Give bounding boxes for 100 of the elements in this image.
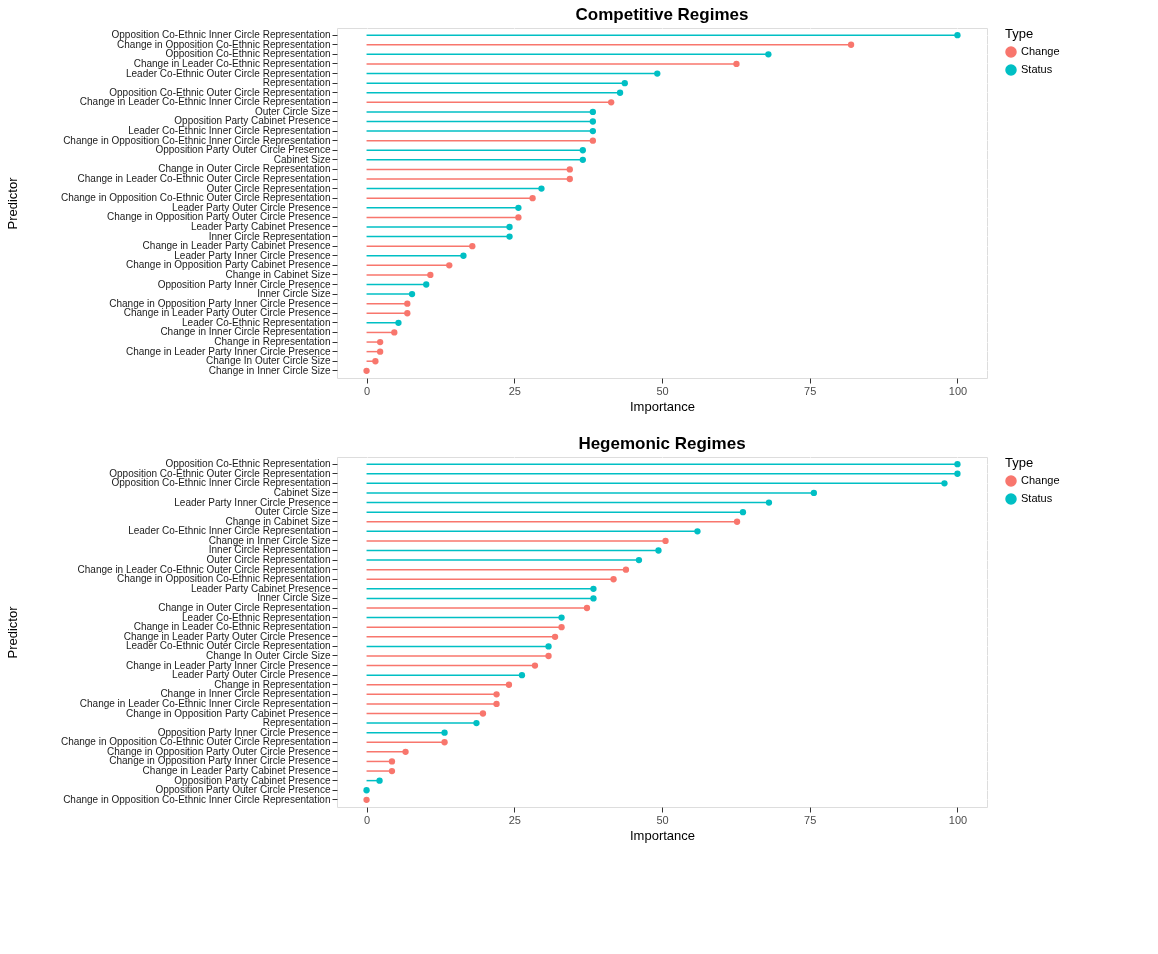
y-tick-label: Cabinet Size <box>273 153 331 165</box>
y-tick-label: Opposition Co-Ethnic Representation <box>165 48 331 60</box>
y-tick-label: Opposition Party Outer Circle Presence <box>155 144 331 156</box>
y-tick-label: Cabinet Size <box>273 486 331 498</box>
y-tick-label: Inner Circle Representation <box>208 544 331 556</box>
x-axis-title: Importance <box>629 827 696 843</box>
y-tick-label: Outer Circle Size <box>254 506 331 518</box>
y-tick-label: Outer Circle Representation <box>206 554 331 566</box>
y-tick-label: Change in Outer Circle Representation <box>158 602 331 614</box>
y-tick-label: Change In Outer Circle Size <box>205 355 331 367</box>
y-tick-label: Change in Inner Circle Representation <box>160 326 331 338</box>
point <box>545 643 552 650</box>
point <box>376 348 384 355</box>
y-tick-label: Opposition Party Inner Circle Presence <box>157 726 331 738</box>
chart-title: Competitive Regimes <box>575 5 749 24</box>
y-tick-label: Representation <box>262 77 331 89</box>
x-tick-label: 75 <box>804 384 817 397</box>
x-tick-label: 50 <box>656 813 669 826</box>
y-tick-label: Opposition Co-Ethnic Inner Circle Representation <box>111 29 331 41</box>
y-tick-label: Representation <box>262 717 331 729</box>
y-tick-label: Leader Party Inner Circle Presence <box>174 496 331 508</box>
legend-title: Type <box>1005 455 1034 470</box>
y-tick-label: Leader Party Outer Circle Presence <box>172 201 331 213</box>
point <box>376 777 383 784</box>
x-tick-label: 0 <box>363 813 371 826</box>
y-tick-label: Opposition Party Outer Circle Presence <box>155 784 331 796</box>
y-tick-label: Leader Party Outer Circle Presence <box>172 669 331 681</box>
point <box>538 185 545 192</box>
legend-title: Type <box>1005 26 1034 41</box>
y-tick-label: Change in Outer Circle Representation <box>158 163 331 175</box>
y-tick-label: Opposition Co-Ethnic Outer Circle Representation <box>109 86 331 98</box>
point <box>589 137 597 144</box>
point <box>654 70 661 77</box>
y-tick-label: Change in Leader Co-Ethnic Representation <box>133 621 331 633</box>
chart-title: Hegemonic Regimes <box>578 434 746 453</box>
x-tick-label: 25 <box>508 384 521 397</box>
point <box>493 691 500 698</box>
x-tick-label: 75 <box>804 813 817 826</box>
y-tick-label: Change in Opposition Co-Ethnic Outer Circle Representation <box>60 192 331 204</box>
point <box>610 576 617 583</box>
y-tick-label: Leader Co-Ethnic Inner Circle Representation <box>128 525 331 537</box>
y-tick-label: Change in Inner Circle Representation <box>160 688 331 700</box>
y-tick-label: Change in Opposition Party Cabinet Presence <box>125 259 331 271</box>
point <box>446 262 453 269</box>
point <box>441 739 448 746</box>
y-tick-label: Change in Leader Party Cabinet Presence <box>142 765 331 777</box>
point <box>515 214 522 221</box>
y-tick-label: Inner Circle Size <box>257 288 331 300</box>
point <box>616 89 624 96</box>
point <box>941 480 948 487</box>
x-tick-label: 25 <box>508 813 521 826</box>
y-tick-label: Outer Circle Representation <box>206 182 331 194</box>
point <box>505 681 513 688</box>
point <box>423 281 430 288</box>
point <box>765 499 773 506</box>
y-tick-label: Change in Leader Party Cabinet Presence <box>142 240 331 252</box>
y-tick-label: Leader Party Cabinet Presence <box>190 582 331 594</box>
point <box>460 252 467 259</box>
y-tick-label: Opposition Co-Ethnic Representation <box>165 458 331 470</box>
point <box>733 518 741 525</box>
y-axis-title: Predictor <box>4 176 20 230</box>
x-tick-label: 100 <box>948 813 968 826</box>
point <box>441 729 448 736</box>
x-tick-label: 100 <box>948 384 968 397</box>
point <box>473 719 480 727</box>
y-tick-label: Leader Co-Ethnic Inner Circle Representation <box>128 125 331 137</box>
y-tick-label: Change in Opposition Co-Ethnic Outer Circle Representation <box>60 736 331 748</box>
point <box>590 595 597 602</box>
y-tick-label: Change in Cabinet Size <box>225 515 331 527</box>
y-tick-label: Change in Opposition Party Inner Circle Presence <box>109 297 331 309</box>
point <box>479 710 487 717</box>
point <box>404 310 411 317</box>
point <box>608 99 615 106</box>
point <box>622 566 630 573</box>
legend-label: Change <box>1021 474 1060 486</box>
y-axis-title: Predictor <box>4 605 20 659</box>
point <box>589 118 597 125</box>
legend-label: Status <box>1021 492 1053 504</box>
y-tick-label: Change in Leader Co-Ethnic Outer Circle Representation <box>77 563 331 575</box>
x-axis-title: Importance <box>629 398 696 414</box>
y-tick-label: Change in Opposition Party Cabinet Presence <box>125 707 331 719</box>
point <box>558 614 565 621</box>
y-tick-label: Change in Inner Circle Size <box>208 534 331 546</box>
y-tick-label: Opposition Co-Ethnic Inner Circle Representation <box>111 477 331 489</box>
y-tick-label: Change in Leader Co-Ethnic Outer Circle Representation <box>77 173 331 185</box>
point <box>566 166 573 173</box>
y-tick-label: Change in Opposition Party Outer Circle Presence <box>107 211 331 223</box>
y-tick-label: Opposition Party Cabinet Presence <box>174 115 331 127</box>
point <box>531 662 539 669</box>
point <box>506 233 513 240</box>
y-tick-label: Leader Co-Ethnic Outer Circle Representation <box>125 640 331 652</box>
y-tick-label: Change in Representation <box>214 336 331 348</box>
point <box>694 528 701 535</box>
point <box>765 51 772 58</box>
x-tick-label: 0 <box>363 384 371 397</box>
y-tick-label: Change in Opposition Co-Ethnic Representation <box>117 573 331 585</box>
point <box>404 300 411 307</box>
x-tick-label: 50 <box>656 384 669 397</box>
point <box>391 329 398 336</box>
point <box>579 147 586 154</box>
